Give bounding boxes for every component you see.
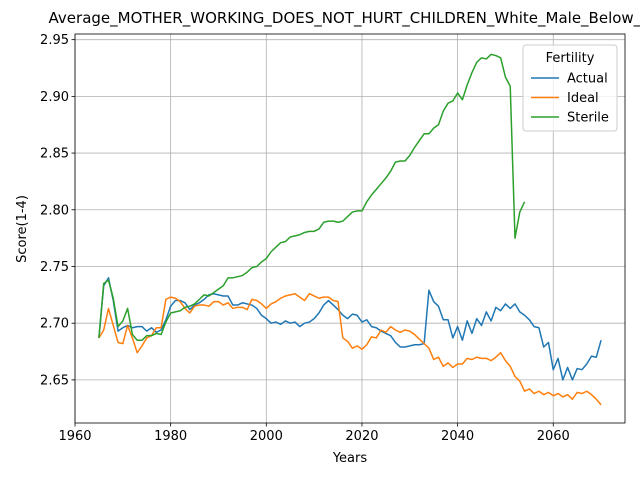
legend-entries: Actual Ideal Sterile xyxy=(531,72,609,126)
x-tick-label: 2000 xyxy=(250,429,283,444)
y-tick-label: 2.95 xyxy=(40,33,69,48)
y-axis: 2.65 2.70 2.75 2.80 2.85 2.90 2.95 xyxy=(40,33,75,388)
series-line-sterile xyxy=(98,53,526,341)
x-tick-label: 1980 xyxy=(154,429,187,444)
x-tick-label: 2060 xyxy=(537,429,570,444)
legend-label-actual: Actual xyxy=(567,72,608,87)
x-tick-label: 2040 xyxy=(441,429,474,444)
legend-title: Fertility xyxy=(546,51,595,66)
legend-label-sterile: Sterile xyxy=(567,111,609,126)
legend: Fertility Actual Ideal Sterile xyxy=(522,44,618,132)
series-line-actual xyxy=(98,277,602,381)
y-axis-title: Score(1-4) xyxy=(15,195,30,263)
x-tick-label: 2020 xyxy=(345,429,378,444)
legend-box xyxy=(522,44,618,132)
x-axis: 1960 1980 2000 2020 2040 2060 xyxy=(58,423,570,444)
y-tick-label: 2.75 xyxy=(40,260,69,275)
plot-frame xyxy=(74,33,626,424)
x-tick-label: 1960 xyxy=(58,429,91,444)
y-tick-label: 2.80 xyxy=(40,203,69,218)
y-tick-label: 2.65 xyxy=(40,373,69,388)
x-axis-title: Years xyxy=(332,451,368,466)
y-tick-label: 2.90 xyxy=(40,90,69,105)
series-line-ideal xyxy=(98,292,602,406)
y-tick-label: 2.85 xyxy=(40,147,69,162)
series-lines xyxy=(98,53,602,406)
y-tick-label: 2.70 xyxy=(40,317,69,332)
legend-label-ideal: Ideal xyxy=(567,91,599,106)
chart-title: Average_MOTHER_WORKING_DOES_NOT_HURT_CHI… xyxy=(49,9,640,28)
